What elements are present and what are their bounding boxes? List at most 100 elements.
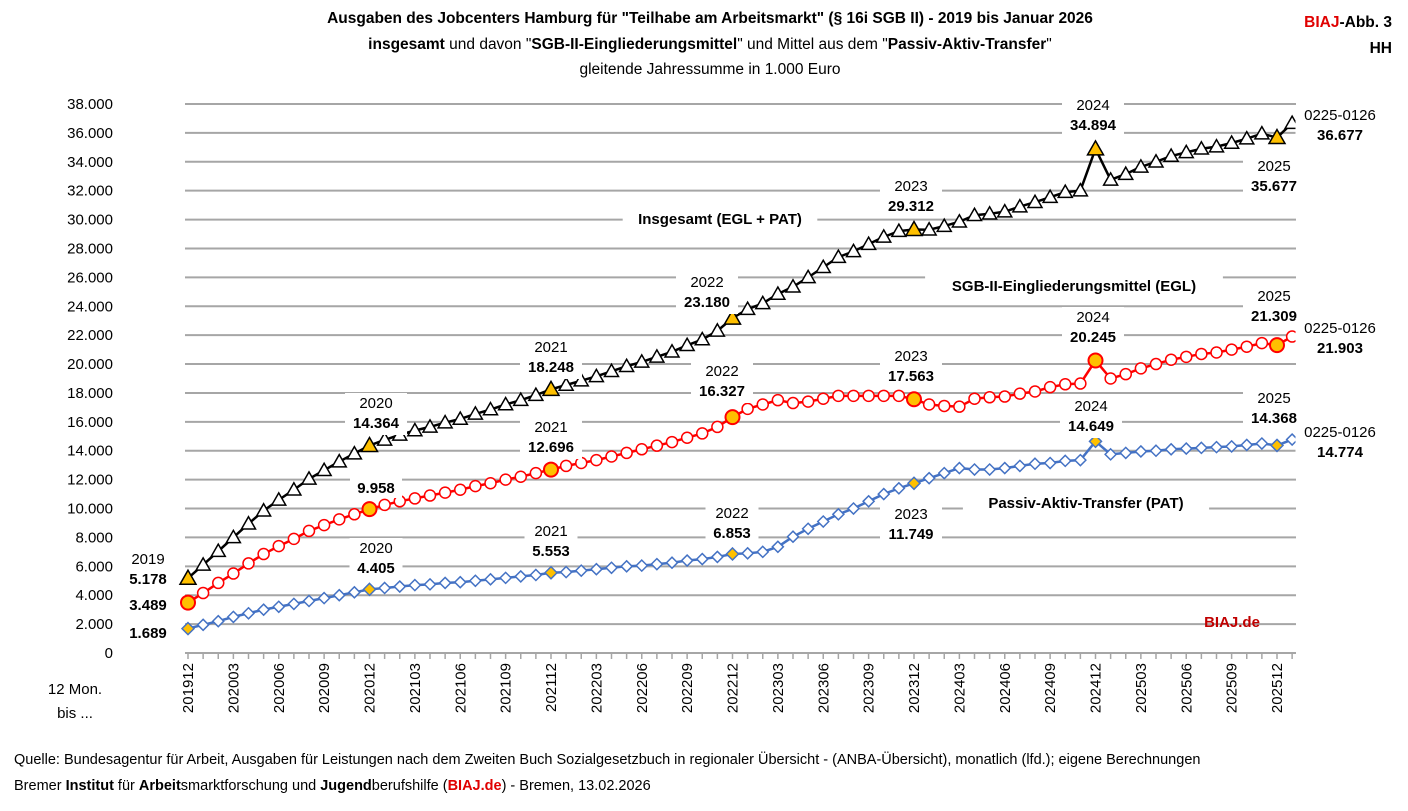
label-background <box>349 538 403 580</box>
data-point-circle <box>801 395 815 408</box>
data-point-diamond <box>1013 459 1027 473</box>
data-point-circle <box>317 518 331 532</box>
data-point-circle <box>333 513 346 526</box>
data-point-circle <box>817 392 830 405</box>
annotation-year: 2025 <box>1257 158 1290 175</box>
data-point-diamond <box>1255 436 1269 451</box>
data-point-triangle <box>678 336 696 352</box>
annotation-year: 2023 <box>894 506 927 523</box>
y-tick-label: 18.000 <box>67 385 113 402</box>
x-tick-label: 202512 <box>1269 663 1286 713</box>
data-point-triangle <box>1253 125 1271 140</box>
data-point-diamond <box>302 594 316 608</box>
data-point-circle <box>575 456 588 470</box>
credit-part: Institut <box>65 778 114 794</box>
annotation-year: 2024 <box>1074 398 1107 415</box>
chart-title: Ausgaben des Jobcenters Hamburg für "Tei… <box>327 10 1093 27</box>
data-point-triangle <box>784 278 802 293</box>
data-point-diamond <box>257 603 271 617</box>
data-point-circle <box>892 389 906 403</box>
data-point-circle <box>696 427 709 440</box>
data-point-triangle <box>451 410 469 425</box>
label-background <box>350 478 402 498</box>
data-point-diamond <box>499 571 513 585</box>
y-tick-label: 30.000 <box>67 212 113 229</box>
data-point-triangle <box>1056 183 1074 199</box>
data-point-circle <box>1240 340 1253 353</box>
data-point-circle <box>348 508 361 521</box>
data-point-diamond <box>1104 447 1118 461</box>
x-tick-label: 202403 <box>951 663 968 713</box>
credit-part: Arbeit <box>138 778 181 794</box>
data-point-diamond <box>1119 446 1133 460</box>
data-point-circle <box>922 398 936 411</box>
label-background <box>1295 422 1385 464</box>
data-point-circle <box>635 443 648 456</box>
annotation-year: 0225-0126 <box>1304 107 1376 124</box>
data-point-triangle <box>178 568 198 585</box>
figure-badge: BIAJ-Abb. 3 HH <box>1304 10 1392 62</box>
x-tick-label: 202206 <box>634 663 651 713</box>
x-tick-label: 202406 <box>997 663 1014 713</box>
x-tick-label: 202209 <box>679 663 696 713</box>
data-point-diamond <box>574 564 588 578</box>
data-point-circle <box>212 576 225 590</box>
series-name-label: Insgesamt (EGL + PAT) <box>638 211 802 228</box>
label-background <box>622 208 818 230</box>
data-point-triangle <box>663 343 681 358</box>
data-point-triangle <box>845 242 862 258</box>
data-point-diamond <box>604 561 619 575</box>
data-point-diamond <box>922 471 936 485</box>
data-point-circle <box>287 532 301 546</box>
data-point-circle <box>832 389 845 403</box>
data-point-diamond <box>317 591 331 605</box>
data-point-circle <box>196 586 210 600</box>
data-point-circle <box>590 453 603 467</box>
x-tick-label: 202003 <box>225 663 242 713</box>
data-point-triangle <box>527 386 545 402</box>
data-point-triangle <box>814 258 832 274</box>
data-point-circle <box>665 435 679 449</box>
label-background <box>524 521 578 563</box>
data-point-triangle <box>376 431 393 446</box>
label-background <box>345 393 407 435</box>
annotation-year: 2021 <box>534 419 567 436</box>
data-point-circle <box>423 489 437 502</box>
data-point-diamond <box>196 618 210 632</box>
y-tick-label: 38.000 <box>67 96 113 113</box>
data-point-diamond <box>514 569 528 583</box>
data-point-diamond <box>1164 442 1178 456</box>
data-point-circle <box>1119 367 1132 381</box>
annotation-value: 14.368 <box>1251 410 1297 427</box>
y-tick-label: 34.000 <box>67 154 113 171</box>
data-point-circle <box>847 389 860 403</box>
data-point-diamond <box>862 494 876 508</box>
subtitle-part: Passiv-Aktiv-Transfer <box>887 36 1047 53</box>
x-tick-label: 202112 <box>543 663 560 712</box>
annotation-value: 4.405 <box>357 560 395 577</box>
data-point-triangle <box>512 391 530 407</box>
annotation-year: 2020 <box>359 395 392 412</box>
credit-link[interactable]: BIAJ.de <box>447 778 502 794</box>
data-point-circle <box>1059 378 1072 391</box>
y-tick-label: 36.000 <box>67 125 113 142</box>
data-point-diamond <box>906 476 922 491</box>
data-point-circle <box>1255 336 1269 350</box>
data-point-circle <box>438 486 452 499</box>
data-point-triangle <box>739 300 756 316</box>
data-point-diamond <box>665 556 679 570</box>
x-tick-label: 202109 <box>498 663 515 713</box>
credit-part: ) - Bremen, 13.02.2026 <box>501 778 651 794</box>
y-tick-label: 26.000 <box>67 269 113 286</box>
data-point-triangle <box>935 217 953 233</box>
data-point-diamond <box>1134 444 1148 459</box>
annotation-value: 35.677 <box>1251 178 1297 195</box>
data-point-circle <box>968 392 981 405</box>
credit-part: für <box>113 778 139 794</box>
data-point-diamond <box>635 559 649 573</box>
label-background <box>1243 388 1305 430</box>
data-point-diamond <box>816 514 830 529</box>
data-point-diamond <box>1179 442 1193 456</box>
data-point-circle <box>983 391 996 404</box>
data-point-diamond <box>468 574 482 588</box>
